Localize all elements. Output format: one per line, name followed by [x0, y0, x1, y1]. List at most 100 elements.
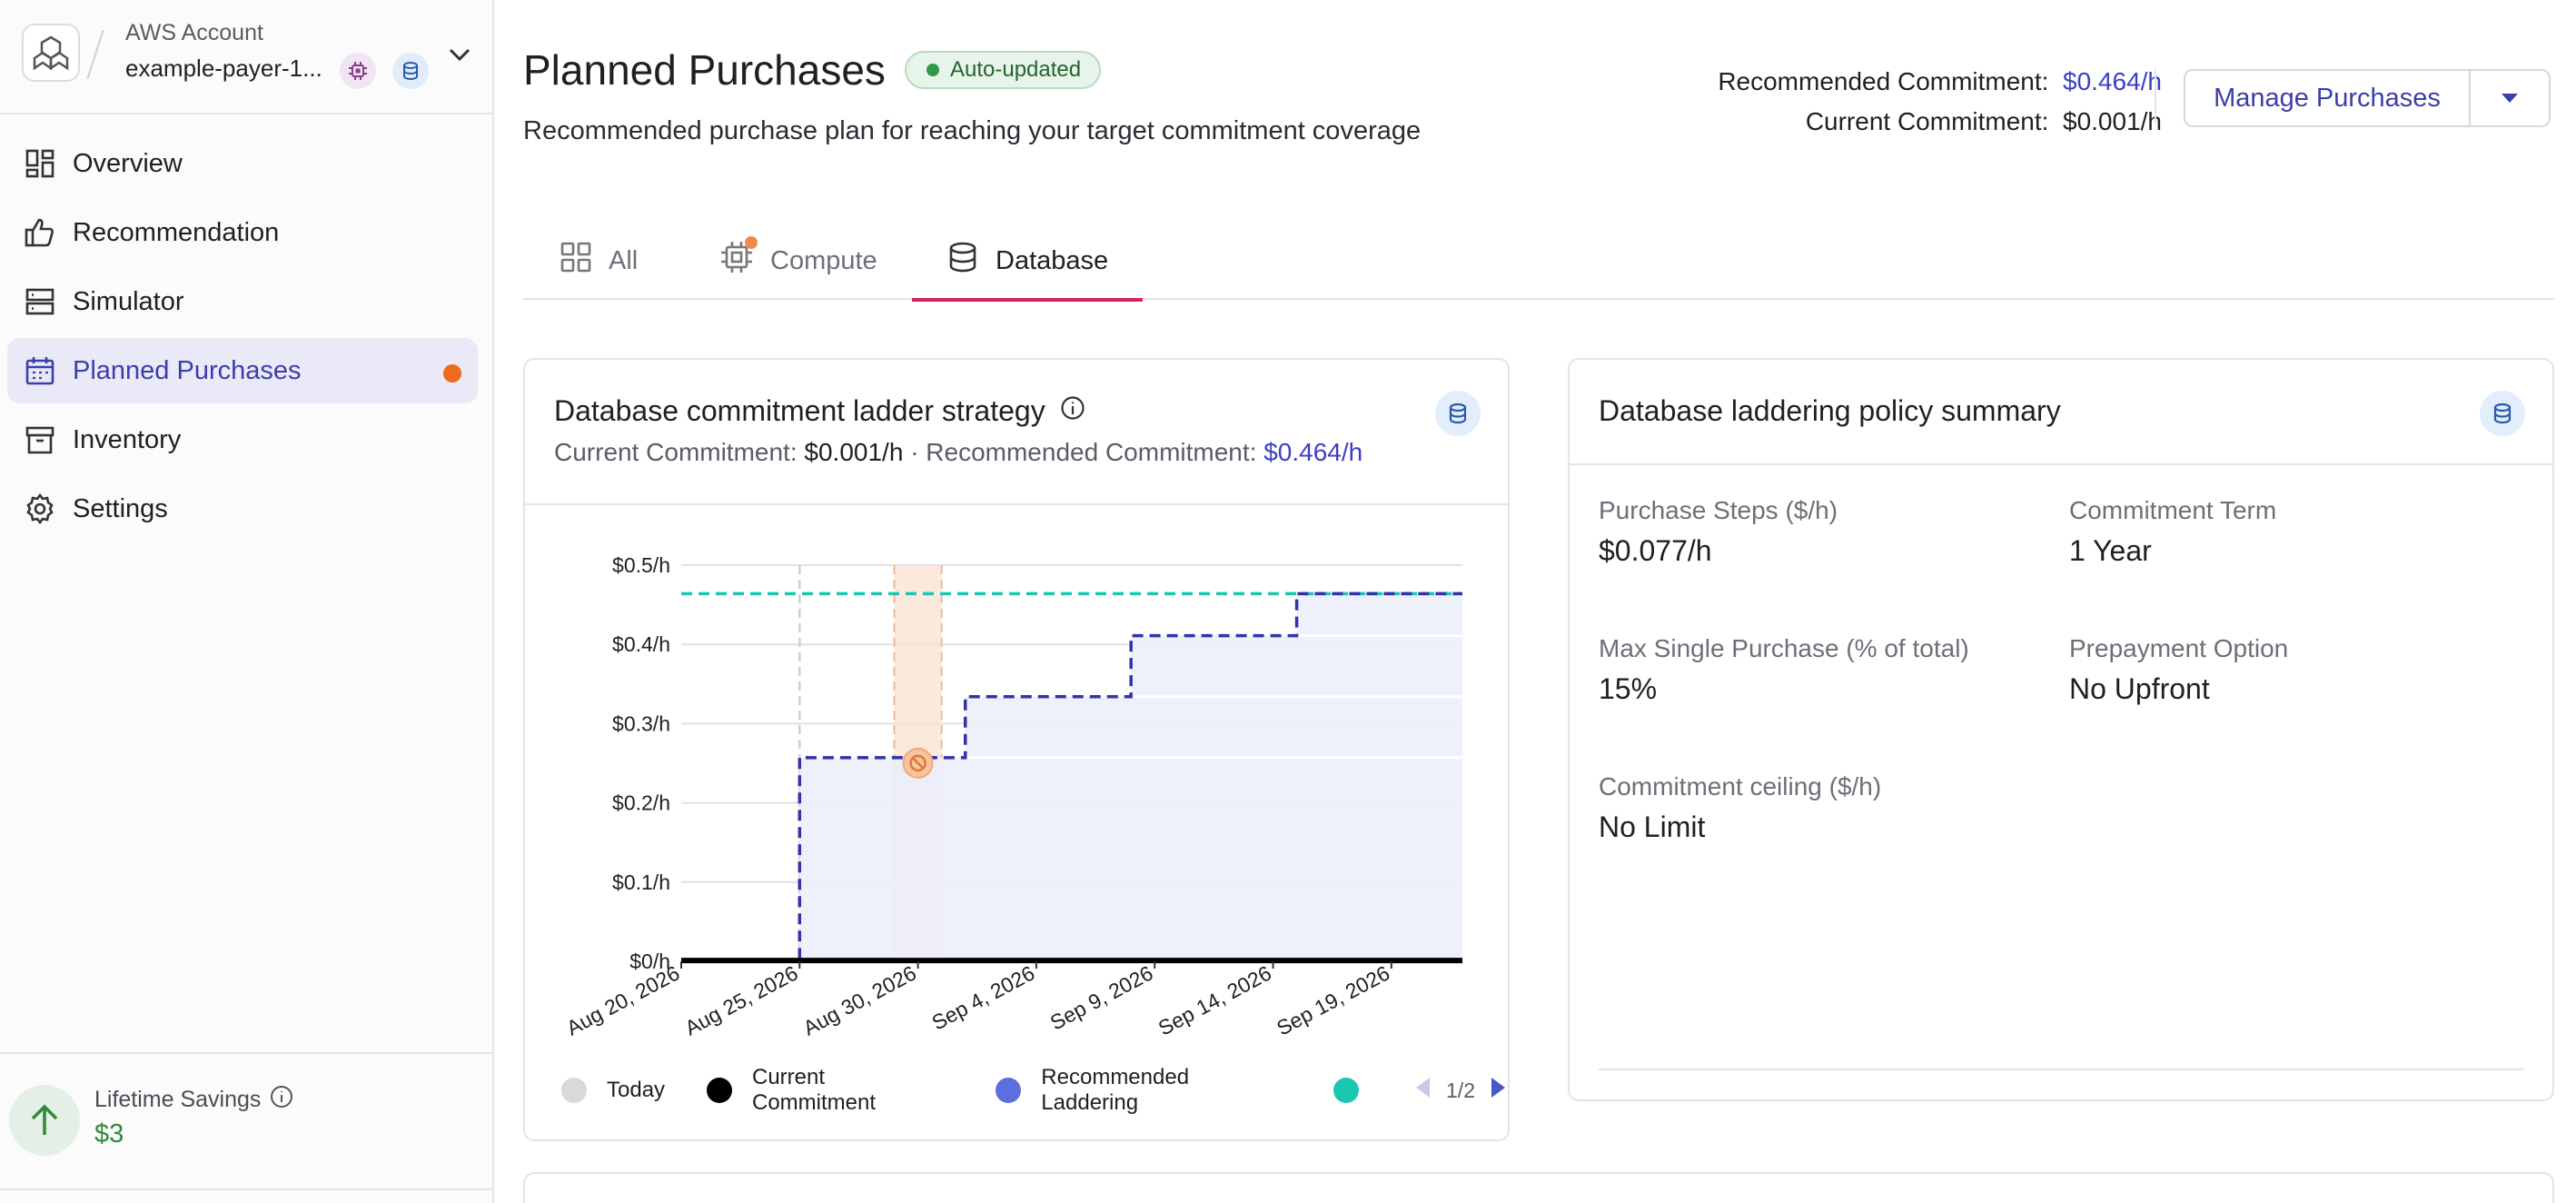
server-icon — [22, 283, 58, 320]
y-tick-label: $0/h — [629, 949, 670, 973]
legend-swatch — [1333, 1078, 1360, 1103]
policy-value: 15% — [1599, 672, 1658, 705]
recommended-commitment-value: $0.464/h — [1263, 438, 1363, 466]
commitment-subline: Current Commitment: $0.001/h · Recommend… — [554, 438, 1362, 467]
sidebar-item-simulator[interactable]: Simulator — [7, 269, 478, 334]
chart-legend: Today Current Commitment Recommended Lad… — [561, 1065, 1508, 1115]
legend-item-today[interactable]: Today — [561, 1078, 665, 1103]
x-tick-label: Aug 20, 2026 — [562, 960, 683, 1039]
tab-database[interactable]: Database — [912, 222, 1144, 302]
sidebar-item-label: Overview — [73, 148, 183, 178]
divider — [2155, 69, 2156, 124]
legend-swatch — [561, 1078, 587, 1103]
tab-label: All — [609, 245, 639, 275]
ladder-strategy-card: Database commitment ladder strategy Curr… — [523, 358, 1510, 1141]
sidebar-item-label: Simulator — [73, 286, 184, 316]
dashboard-icon — [22, 145, 58, 182]
savings-value: $3 — [94, 1119, 124, 1148]
x-tick-label: Aug 25, 2026 — [681, 960, 802, 1039]
caret-left-icon[interactable] — [1413, 1076, 1432, 1105]
policy-value: $0.077/h — [1599, 534, 1712, 567]
policy-value: No Limit — [1599, 810, 1706, 843]
policy-max-single-purchase: Max Single Purchase (% of total) 15% — [1599, 634, 2053, 706]
caret-right-icon[interactable] — [1490, 1076, 1508, 1105]
sidebar-item-label: Inventory — [73, 424, 182, 454]
arrow-up-icon — [9, 1085, 80, 1156]
legend-swatch — [996, 1078, 1022, 1103]
status-dot — [926, 64, 939, 76]
legend-item-recommended-laddering[interactable]: Recommended Laddering — [996, 1065, 1292, 1116]
x-tick-label: Sep 14, 2026 — [1154, 960, 1275, 1039]
ladder-chart: $0/h $0.1/h $0.2/h $0.3/h $0.4/h $0.5/h Aug 20… — [562, 553, 1462, 1040]
policy-label: Commitment ceiling ($/h) — [1599, 772, 1882, 800]
savings-label: Lifetime Savings — [94, 1087, 262, 1112]
sidebar-item-planned-purchases[interactable]: Planned Purchases — [7, 338, 478, 403]
policy-summary-card: Database laddering policy summary Purcha… — [1568, 358, 2554, 1101]
sidebar: AWS Account example-payer-1... Overview — [0, 0, 494, 1203]
x-tick-label: Sep 19, 2026 — [1273, 960, 1393, 1039]
legend-item-current-commitment[interactable]: Current Commitment — [707, 1065, 954, 1116]
info-icon[interactable] — [270, 1085, 293, 1115]
legend-label: Current Commitment — [752, 1065, 877, 1115]
notification-dot — [745, 236, 758, 249]
policy-label: Purchase Steps ($/h) — [1599, 496, 1838, 524]
recommended-laddering-line — [681, 592, 1462, 963]
y-tick-label: $0.4/h — [612, 632, 670, 656]
manage-purchases-label[interactable]: Manage Purchases — [2185, 71, 2471, 125]
sidebar-item-recommendation[interactable]: Recommendation — [7, 200, 478, 265]
status-badge-label: Auto-updated — [950, 57, 1082, 82]
manage-purchases-button[interactable]: Manage Purchases — [2184, 69, 2551, 127]
divider — [0, 1188, 492, 1190]
sidebar-item-label: Planned Purchases — [73, 355, 302, 385]
caret-down-icon[interactable] — [2471, 71, 2549, 125]
recommended-commitment-value: $0.464/h — [2063, 67, 2162, 95]
policy-purchase-steps: Purchase Steps ($/h) $0.077/h — [1599, 496, 2053, 568]
tab-all[interactable]: All — [560, 222, 638, 300]
legend-item-target[interactable] — [1333, 1078, 1379, 1103]
y-tick-label: $0.5/h — [612, 553, 670, 577]
current-commitment-label: Current Commitment: — [1805, 107, 2049, 135]
legend-pager: 1/2 — [1413, 1076, 1508, 1105]
legend-page-indicator: 1/2 — [1446, 1078, 1475, 1102]
divider — [525, 503, 1508, 505]
policy-value: 1 Year — [2069, 534, 2152, 567]
sidebar-item-settings[interactable]: Settings — [7, 476, 478, 542]
policy-commitment-ceiling: Commitment ceiling ($/h) No Limit — [1599, 772, 2053, 844]
y-tick-label: $0.2/h — [612, 791, 670, 815]
sidebar-item-overview[interactable]: Overview — [7, 131, 478, 196]
account-name: example-payer-1... — [125, 55, 322, 82]
app-logo-icon — [22, 24, 80, 82]
x-tick-label: Sep 9, 2026 — [1046, 960, 1157, 1034]
sidebar-item-label: Recommendation — [73, 217, 280, 247]
page-subtitle: Recommended purchase plan for reaching y… — [523, 116, 1422, 145]
account-switcher[interactable]: AWS Account example-payer-1... — [0, 0, 492, 114]
grid-icon — [560, 241, 592, 281]
sidebar-item-inventory[interactable]: Inventory — [7, 407, 478, 472]
y-tick-label: $0.1/h — [612, 870, 670, 894]
info-icon[interactable] — [1060, 394, 1085, 428]
account-label: AWS Account — [125, 20, 263, 45]
sidebar-nav: Overview Recommendation Simulator Planne… — [7, 131, 478, 545]
tab-compute[interactable]: Compute — [719, 222, 877, 300]
legend-swatch — [707, 1078, 732, 1103]
card-title: Database commitment ladder strategy — [554, 394, 1045, 427]
calendar-icon — [22, 353, 58, 389]
archive-icon — [22, 422, 58, 458]
page-title: Planned Purchases — [523, 46, 886, 94]
breadcrumb-separator — [86, 30, 104, 79]
current-commitment-value: $0.001/h — [2063, 107, 2162, 135]
tab-bar: All Compute Database — [523, 222, 2554, 302]
sidebar-item-label: Settings — [73, 493, 168, 523]
thumbs-up-icon — [22, 214, 58, 251]
tab-label: Database — [996, 245, 1109, 275]
policy-value: No Upfront — [2069, 672, 2210, 705]
policy-commitment-term: Commitment Term 1 Year — [2069, 496, 2523, 568]
status-badge: Auto-updated — [905, 51, 1102, 89]
legend-label: Recommended Laddering — [1041, 1065, 1190, 1115]
card-title: Database laddering policy summary — [1599, 394, 2061, 427]
current-commitment-label: Current Commitment: — [554, 438, 798, 466]
main-content: Planned Purchases Auto-updated Recommend… — [496, 0, 2576, 1203]
chevron-down-icon[interactable] — [445, 40, 474, 69]
divider — [1599, 1069, 2523, 1070]
compute-chip-icon — [340, 53, 376, 89]
